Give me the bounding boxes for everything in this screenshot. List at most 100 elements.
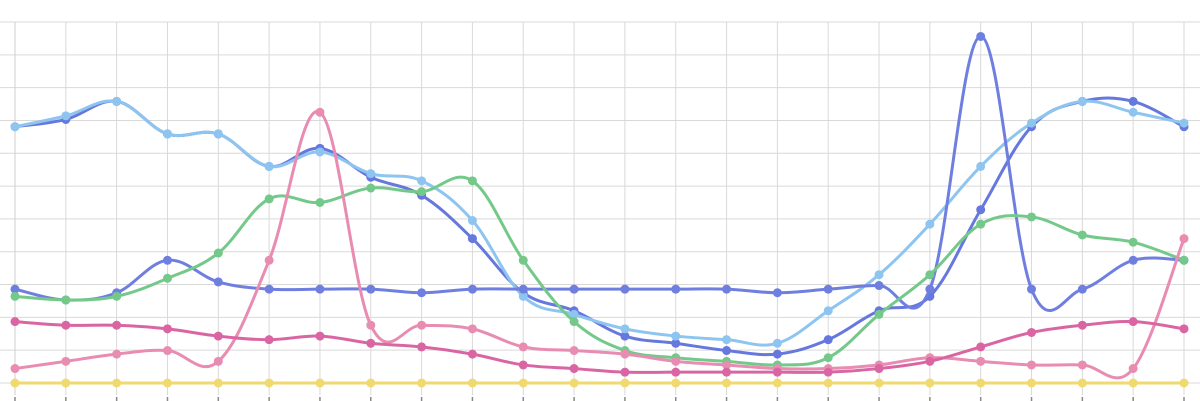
data-point[interactable] — [366, 320, 376, 330]
data-point[interactable] — [1077, 230, 1087, 240]
data-point[interactable] — [1027, 284, 1037, 294]
data-point[interactable] — [417, 187, 427, 197]
data-point[interactable] — [925, 284, 935, 294]
data-point[interactable] — [1128, 237, 1138, 247]
data-point[interactable] — [417, 342, 427, 352]
data-point[interactable] — [112, 349, 122, 359]
data-point[interactable] — [10, 378, 20, 388]
data-point[interactable] — [162, 346, 172, 356]
data-point[interactable] — [112, 96, 122, 106]
data-point[interactable] — [1128, 364, 1138, 374]
data-point[interactable] — [1077, 378, 1087, 388]
data-point[interactable] — [620, 349, 630, 359]
data-point[interactable] — [315, 331, 325, 341]
data-point[interactable] — [772, 338, 782, 348]
data-point[interactable] — [823, 367, 833, 377]
data-point[interactable] — [671, 378, 681, 388]
data-point[interactable] — [1179, 118, 1189, 128]
data-point[interactable] — [569, 364, 579, 374]
data-point[interactable] — [772, 288, 782, 298]
data-point[interactable] — [1128, 255, 1138, 265]
data-point[interactable] — [1179, 234, 1189, 244]
data-point[interactable] — [823, 306, 833, 316]
data-point[interactable] — [671, 338, 681, 348]
data-point[interactable] — [417, 288, 427, 298]
data-point[interactable] — [722, 367, 732, 377]
data-point[interactable] — [61, 356, 71, 366]
data-point[interactable] — [1027, 378, 1037, 388]
data-point[interactable] — [976, 378, 986, 388]
data-point[interactable] — [569, 346, 579, 356]
data-point[interactable] — [1077, 96, 1087, 106]
data-point[interactable] — [1027, 360, 1037, 370]
data-point[interactable] — [976, 31, 986, 41]
data-point[interactable] — [10, 364, 20, 374]
data-point[interactable] — [671, 367, 681, 377]
data-point[interactable] — [417, 378, 427, 388]
data-point[interactable] — [772, 367, 782, 377]
data-point[interactable] — [162, 378, 172, 388]
data-point[interactable] — [366, 284, 376, 294]
data-point[interactable] — [569, 378, 579, 388]
data-point[interactable] — [417, 320, 427, 330]
data-point[interactable] — [315, 284, 325, 294]
data-point[interactable] — [823, 284, 833, 294]
data-point[interactable] — [1027, 212, 1037, 222]
data-point[interactable] — [366, 169, 376, 179]
data-point[interactable] — [620, 284, 630, 294]
data-point[interactable] — [1179, 324, 1189, 334]
data-point[interactable] — [264, 255, 274, 265]
data-point[interactable] — [874, 281, 884, 291]
data-point[interactable] — [61, 378, 71, 388]
data-point[interactable] — [1027, 118, 1037, 128]
data-point[interactable] — [722, 360, 732, 370]
data-point[interactable] — [518, 255, 528, 265]
data-point[interactable] — [874, 378, 884, 388]
data-point[interactable] — [315, 198, 325, 207]
data-point[interactable] — [467, 216, 477, 226]
data-point[interactable] — [315, 378, 325, 388]
data-point[interactable] — [1027, 327, 1037, 337]
data-point[interactable] — [213, 248, 223, 258]
data-point[interactable] — [518, 284, 528, 294]
data-point[interactable] — [569, 309, 579, 319]
data-point[interactable] — [467, 234, 477, 244]
data-point[interactable] — [264, 335, 274, 345]
data-point[interactable] — [1179, 255, 1189, 265]
data-point[interactable] — [976, 205, 986, 215]
data-point[interactable] — [823, 335, 833, 345]
data-point[interactable] — [518, 360, 528, 370]
data-point[interactable] — [61, 295, 71, 305]
data-point[interactable] — [315, 147, 325, 157]
data-point[interactable] — [1179, 378, 1189, 388]
data-point[interactable] — [366, 378, 376, 388]
data-point[interactable] — [620, 367, 630, 377]
data-point[interactable] — [518, 378, 528, 388]
data-point[interactable] — [1077, 284, 1087, 294]
data-point[interactable] — [10, 317, 20, 327]
data-point[interactable] — [213, 129, 223, 139]
data-point[interactable] — [976, 342, 986, 352]
data-point[interactable] — [823, 378, 833, 388]
data-point[interactable] — [518, 291, 528, 301]
data-point[interactable] — [874, 270, 884, 280]
data-point[interactable] — [162, 255, 172, 265]
data-point[interactable] — [722, 335, 732, 345]
data-point[interactable] — [112, 291, 122, 301]
data-point[interactable] — [620, 378, 630, 388]
data-point[interactable] — [162, 273, 172, 283]
data-point[interactable] — [315, 107, 325, 117]
data-point[interactable] — [1128, 107, 1138, 117]
data-point[interactable] — [10, 122, 20, 132]
data-point[interactable] — [264, 161, 274, 171]
data-point[interactable] — [874, 364, 884, 374]
data-point[interactable] — [823, 353, 833, 363]
data-point[interactable] — [467, 378, 477, 388]
data-point[interactable] — [112, 320, 122, 330]
data-point[interactable] — [620, 331, 630, 341]
data-point[interactable] — [1077, 360, 1087, 370]
data-point[interactable] — [671, 331, 681, 341]
data-point[interactable] — [264, 378, 274, 388]
data-point[interactable] — [569, 317, 579, 327]
data-point[interactable] — [366, 338, 376, 348]
